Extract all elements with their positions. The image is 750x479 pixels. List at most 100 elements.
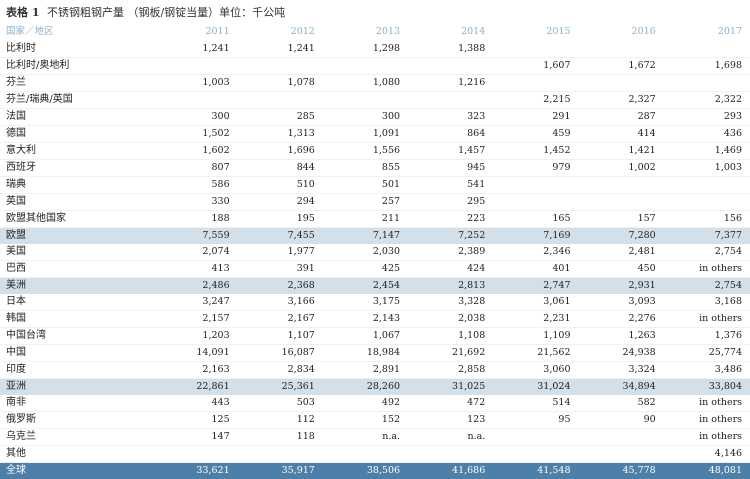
production-table: 国家／地区 2011 2012 2013 2014 2015 2016 2017… — [0, 24, 750, 479]
region-name: 中国 — [0, 344, 153, 362]
table-row: 韩国 2,157 2,167 2,143 2,038 2,231 2,276 in other… — [0, 310, 750, 328]
value-cell: 41,686 — [408, 462, 494, 479]
value-cell: 2,157 — [152, 310, 238, 328]
region-name: 法国 — [0, 108, 153, 126]
value-cell: 31,024 — [493, 378, 579, 395]
value-cell — [493, 176, 579, 194]
value-cell: 16,087 — [237, 344, 323, 362]
value-cell: 33,621 — [152, 462, 238, 479]
value-cell: 3,061 — [493, 293, 579, 311]
value-cell: 287 — [578, 108, 664, 126]
value-cell — [663, 40, 750, 58]
value-cell: 807 — [152, 159, 238, 177]
table-row: 印度 2,163 2,834 2,891 2,858 3,060 3,324 3,486 — [0, 361, 750, 379]
value-cell: 1,376 — [663, 327, 750, 345]
table-row: 俄罗斯 125 112 152 123 95 90 in others — [0, 411, 750, 429]
value-cell: 1,203 — [152, 327, 238, 345]
value-cell — [152, 445, 238, 463]
value-cell: 112 — [237, 411, 323, 429]
value-cell: 979 — [493, 159, 579, 177]
region-name: 芬兰/瑞典/英国 — [0, 91, 153, 109]
value-cell: 22,861 — [152, 378, 238, 395]
value-cell: 945 — [408, 159, 494, 177]
region-name: 美洲 — [0, 277, 153, 294]
table-row: 比利时/奥地利 1,607 1,672 1,698 — [0, 57, 750, 75]
region-name: 俄罗斯 — [0, 411, 153, 429]
region-name: 日本 — [0, 293, 153, 311]
value-cell — [493, 445, 579, 463]
region-name: 英国 — [0, 193, 153, 211]
table-row: 英国 330 294 257 295 — [0, 193, 750, 211]
value-cell: 294 — [237, 193, 323, 211]
value-cell: 414 — [578, 125, 664, 143]
value-cell: 844 — [237, 159, 323, 177]
value-cell: 510 — [237, 176, 323, 194]
value-cell: 3,175 — [322, 293, 409, 311]
value-cell: 123 — [408, 411, 494, 429]
value-cell: 2,368 — [237, 277, 323, 294]
value-cell: in others — [663, 310, 750, 328]
value-cell: 3,168 — [663, 293, 750, 311]
region-name: 欧盟其他国家 — [0, 210, 153, 228]
value-cell: 1,313 — [237, 125, 323, 143]
value-cell: 211 — [322, 210, 409, 228]
value-cell: 2,754 — [663, 277, 750, 294]
value-cell: in others — [663, 428, 750, 446]
value-cell: 157 — [578, 210, 664, 228]
value-cell: 855 — [322, 159, 409, 177]
value-cell: 7,252 — [408, 227, 494, 244]
table-row: 其他 4,146 — [0, 445, 750, 463]
value-cell: 1,241 — [152, 40, 238, 58]
value-cell: 14,091 — [152, 344, 238, 362]
value-cell — [578, 445, 664, 463]
table-body: 比利时 1,241 1,241 1,298 1,388 比利时/奥地利 1,607 1,672… — [0, 40, 750, 479]
value-cell: 28,260 — [322, 378, 409, 395]
value-cell: n.a. — [322, 428, 409, 446]
value-cell: 38,506 — [322, 462, 409, 479]
value-cell: n.a. — [408, 428, 494, 446]
table-row: 芬兰/瑞典/英国 2,215 2,327 2,322 — [0, 91, 750, 109]
value-cell: 1,108 — [408, 327, 494, 345]
value-cell: 2,038 — [408, 310, 494, 328]
value-cell: 3,093 — [578, 293, 664, 311]
table-row: 美国 2,074 1,977 2,030 2,389 2,346 2,481 2,754 — [0, 243, 750, 261]
table-row: 比利时 1,241 1,241 1,298 1,388 — [0, 40, 750, 58]
value-cell: 2,322 — [663, 91, 750, 109]
value-cell: 436 — [663, 125, 750, 143]
value-cell: 2,834 — [237, 361, 323, 379]
value-cell: 2,486 — [152, 277, 238, 294]
value-cell — [663, 176, 750, 194]
value-cell: 450 — [578, 260, 664, 278]
value-cell: 3,247 — [152, 293, 238, 311]
value-cell: 3,060 — [493, 361, 579, 379]
value-cell: 7,377 — [663, 227, 750, 244]
value-cell: in others — [663, 394, 750, 412]
value-cell: 2,389 — [408, 243, 494, 261]
value-cell: 7,280 — [578, 227, 664, 244]
value-cell: 424 — [408, 260, 494, 278]
value-cell: 1,298 — [322, 40, 409, 58]
value-cell — [493, 74, 579, 92]
value-cell: 3,166 — [237, 293, 323, 311]
value-cell: 25,361 — [237, 378, 323, 395]
value-cell: 165 — [493, 210, 579, 228]
region-name: 韩国 — [0, 310, 153, 328]
value-cell: 1,078 — [237, 74, 323, 92]
value-cell: 152 — [322, 411, 409, 429]
value-cell: 514 — [493, 394, 579, 412]
value-cell: 1,263 — [578, 327, 664, 345]
value-cell: 33,804 — [663, 378, 750, 395]
value-cell: 1,067 — [322, 327, 409, 345]
value-cell: 2,167 — [237, 310, 323, 328]
value-cell: 4,146 — [663, 445, 750, 463]
value-cell: 300 — [322, 108, 409, 126]
region-name: 芬兰 — [0, 74, 153, 92]
value-cell: 1,469 — [663, 142, 750, 160]
value-cell: 503 — [237, 394, 323, 412]
region-name: 比利时 — [0, 40, 153, 58]
value-cell: 1,457 — [408, 142, 494, 160]
value-cell — [322, 91, 409, 109]
value-cell — [663, 193, 750, 211]
value-cell: 7,455 — [237, 227, 323, 244]
value-cell: 147 — [152, 428, 238, 446]
